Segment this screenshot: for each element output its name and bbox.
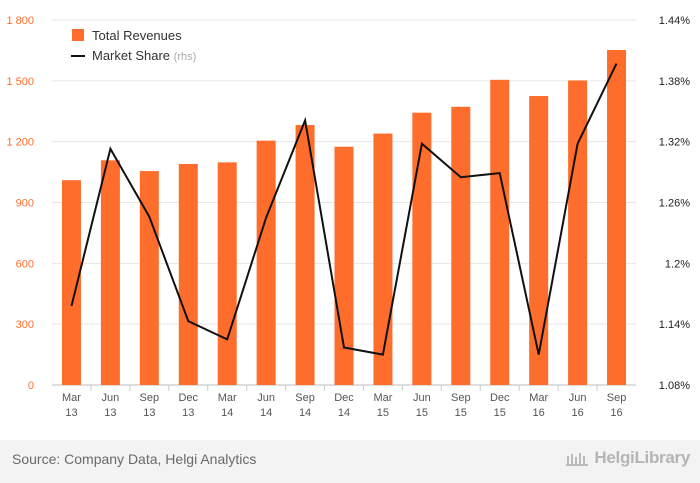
y-left-tick-label: 0	[28, 380, 34, 392]
x-tick-label-year: 15	[377, 407, 389, 419]
x-tick-label-year: 13	[182, 407, 194, 419]
x-tick-label-month: Dec	[178, 392, 198, 404]
x-tick-label-month: Sep	[140, 392, 160, 404]
legend-swatch-revenues	[72, 29, 84, 41]
source-text: Source: Company Data, Helgi Analytics	[12, 451, 257, 467]
x-tick-label-month: Dec	[490, 392, 510, 404]
y-right-tick-label: 1.32%	[659, 137, 690, 149]
revenue-bar	[529, 96, 549, 386]
x-tick-label-month: Jun	[569, 392, 587, 404]
y-left-tick-label: 1 500	[6, 76, 34, 88]
x-tick-label-year: 16	[533, 407, 545, 419]
y-left-tick-label: 1 800	[6, 15, 34, 27]
y-left-tick-label: 1 200	[6, 137, 34, 149]
y-right-tick-label: 1.2%	[665, 258, 690, 270]
revenue-bar	[139, 171, 159, 385]
market-share-line	[70, 63, 618, 356]
y-right-tick-label: 1.08%	[659, 380, 690, 392]
x-tick-label-year: 16	[610, 407, 622, 419]
x-tick-label-month: Mar	[62, 392, 81, 404]
revenue-bar	[412, 112, 432, 386]
y-left-tick-label: 600	[16, 258, 34, 270]
x-tick-label-year: 15	[455, 407, 467, 419]
x-tick-label-month: Mar	[218, 392, 237, 404]
x-tick-label-month: Sep	[295, 392, 315, 404]
revenue-bar	[490, 79, 510, 385]
x-tick-label-month: Sep	[451, 392, 471, 404]
chart: 0 300 600 900 1 200 1 500 1 800 1.08% 1.14% 1.2% 1…	[6, 15, 690, 419]
legend-label-revenues: Total Revenues	[92, 28, 182, 43]
library-building-icon	[566, 453, 589, 466]
legend-rhs-note: (rhs)	[174, 51, 197, 63]
x-tick-label-month: Sep	[607, 392, 627, 404]
revenue-bar	[217, 162, 237, 385]
footer: Source: Company Data, Helgi Analytics He…	[0, 440, 700, 483]
x-tick-label-year: 14	[299, 407, 311, 419]
x-tick-label-year: 14	[338, 407, 350, 419]
x-tick-label-month: Mar	[529, 392, 548, 404]
x-tick-label-month: Jun	[102, 392, 120, 404]
y-right-tick-label: 1.38%	[659, 76, 690, 88]
x-tick-label-year: 15	[494, 407, 506, 419]
y-right-tick-label: 1.26%	[659, 198, 690, 210]
x-tick-label-year: 13	[143, 407, 155, 419]
legend-label-market-share: Market Share (rhs)	[92, 48, 196, 63]
revenue-bar	[568, 80, 588, 385]
x-tick-label-year: 14	[221, 407, 233, 419]
revenue-bar	[451, 106, 471, 386]
revenue-bar	[295, 125, 315, 386]
y-left-tick-label: 900	[16, 198, 34, 210]
y-right-tick-label: 1.44%	[659, 15, 690, 27]
x-tick-label-month: Dec	[334, 392, 354, 404]
x-tick-label-year: 14	[260, 407, 272, 419]
revenue-bar	[607, 50, 627, 386]
revenue-bar	[100, 160, 120, 385]
revenue-bar	[373, 133, 393, 385]
y-left-tick-label: 300	[16, 319, 34, 331]
x-tick-label-year: 13	[65, 407, 77, 419]
x-tick-label-month: Jun	[257, 392, 275, 404]
x-tick-label-month: Jun	[413, 392, 431, 404]
x-tick-label-year: 13	[104, 407, 116, 419]
x-tick-label-year: 15	[416, 407, 428, 419]
revenue-bar	[256, 140, 276, 385]
logo-text: HelgiLibrary	[594, 448, 690, 467]
revenue-bar	[61, 180, 81, 385]
revenue-bar	[178, 163, 198, 385]
x-tick-label-year: 16	[571, 407, 583, 419]
helgi-library-logo[interactable]: HelgiLibrary	[564, 448, 690, 468]
y-right-tick-label: 1.14%	[659, 319, 690, 331]
x-tick-label-month: Mar	[373, 392, 392, 404]
